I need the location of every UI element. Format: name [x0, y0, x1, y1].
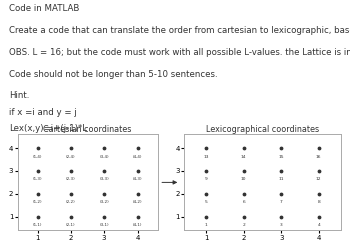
Text: 11: 11: [279, 177, 284, 181]
Text: Code should not be longer than 5-10 sentences.: Code should not be longer than 5-10 sent…: [9, 70, 217, 79]
Text: (2,4): (2,4): [66, 155, 76, 158]
Text: (4,1): (4,1): [133, 223, 142, 227]
Title: Lexicographical coordinates: Lexicographical coordinates: [206, 125, 319, 134]
Text: (1,3): (1,3): [33, 177, 42, 181]
Text: Code in MATLAB: Code in MATLAB: [9, 4, 79, 13]
Text: 6: 6: [243, 200, 245, 204]
Text: OBS. L = 16; but the code must work with all possible L-values. the Lattice is i: OBS. L = 16; but the code must work with…: [9, 48, 350, 57]
Text: 2: 2: [243, 223, 245, 227]
Text: 4: 4: [317, 223, 320, 227]
Text: Create a code that can translate the order from cartesian to lexicographic, base: Create a code that can translate the ord…: [9, 26, 350, 35]
Text: (1,1): (1,1): [33, 223, 42, 227]
Text: (2,1): (2,1): [66, 223, 76, 227]
Text: 12: 12: [316, 177, 322, 181]
Text: (3,3): (3,3): [99, 177, 109, 181]
Text: 16: 16: [316, 155, 322, 158]
Text: 3: 3: [280, 223, 283, 227]
Text: (4,2): (4,2): [133, 200, 142, 204]
Text: 13: 13: [203, 155, 209, 158]
Text: (4,3): (4,3): [133, 177, 142, 181]
Text: 14: 14: [241, 155, 246, 158]
Text: (3,1): (3,1): [99, 223, 109, 227]
Text: if x =i and y = j: if x =i and y = j: [9, 108, 77, 117]
Text: 1: 1: [205, 223, 208, 227]
Text: (1,4): (1,4): [33, 155, 42, 158]
Text: (4,4): (4,4): [133, 155, 142, 158]
Text: 10: 10: [241, 177, 246, 181]
Text: 9: 9: [205, 177, 208, 181]
Title: Cartesian coordinates: Cartesian coordinates: [43, 125, 132, 134]
Text: 15: 15: [279, 155, 284, 158]
Text: (2,2): (2,2): [66, 200, 76, 204]
Text: 8: 8: [317, 200, 320, 204]
Text: 7: 7: [280, 200, 283, 204]
Text: Hint.: Hint.: [9, 91, 29, 100]
Text: (3,4): (3,4): [99, 155, 109, 158]
Text: (2,3): (2,3): [66, 177, 76, 181]
Text: (1,2): (1,2): [33, 200, 42, 204]
Text: Lex(x,y)=i+(j-1)*L: Lex(x,y)=i+(j-1)*L: [9, 124, 87, 133]
Text: (3,2): (3,2): [99, 200, 109, 204]
Text: 5: 5: [205, 200, 208, 204]
